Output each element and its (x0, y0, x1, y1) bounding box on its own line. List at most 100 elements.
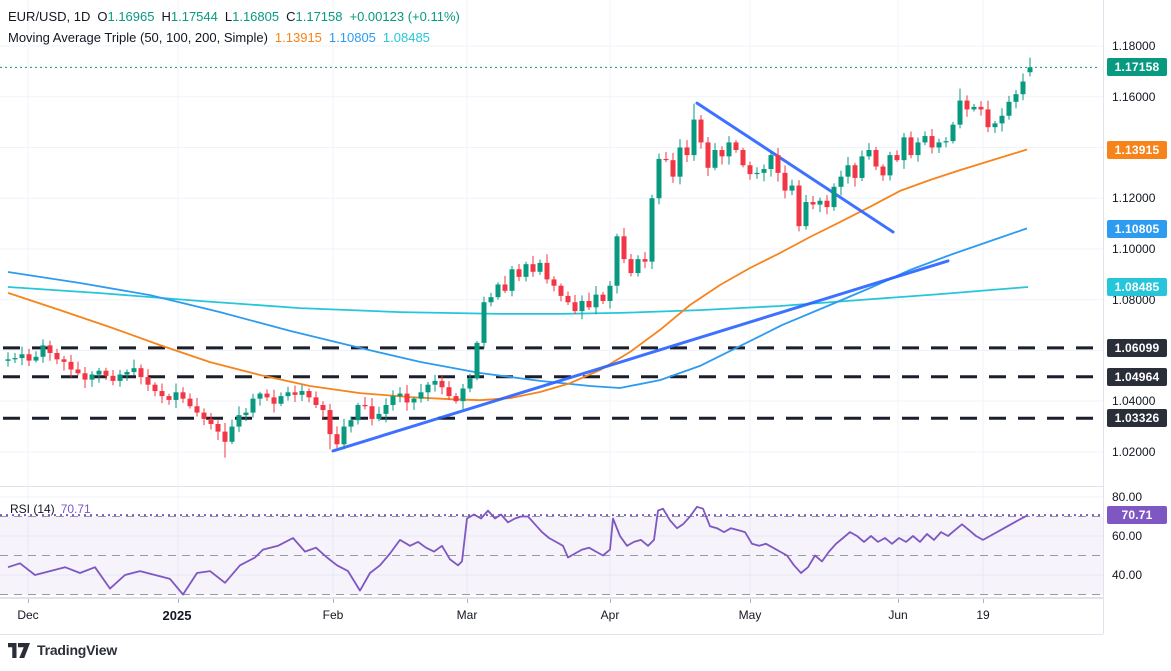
candle-body (901, 137, 907, 161)
candle-body (439, 380, 445, 388)
candle-body (691, 119, 697, 156)
candle-body (572, 302, 578, 312)
symbol-title: EUR/USD, 1D (8, 9, 91, 24)
rsi-value: 70.71 (60, 502, 91, 516)
candle-body (404, 393, 410, 403)
legend-symbol-row[interactable]: EUR/USD, 1D O1.16965 H1.17544 L1.16805 C… (8, 6, 460, 27)
candle-body (796, 185, 802, 227)
price-tick-label: 1.08000 (1112, 292, 1156, 307)
candle-body (278, 396, 284, 404)
candle-body (103, 370, 109, 376)
time-axis-tick (898, 599, 899, 603)
trendline[interactable] (331, 259, 950, 453)
candle-body (481, 302, 487, 343)
candle-body (54, 352, 60, 360)
ma100-value: 1.10805 (328, 30, 376, 45)
price-axis[interactable]: 1.18000 1.16000 1.12000 1.10000 1.08000 1.040… (1103, 0, 1171, 634)
candle-body (859, 156, 865, 178)
candle-body (628, 259, 634, 274)
candle-body (397, 393, 403, 397)
chart-plot-area[interactable]: EUR/USD, 1D O1.16965 H1.17544 L1.16805 C… (0, 0, 1103, 598)
candle-body (516, 269, 522, 277)
candle-body (285, 392, 291, 397)
candle-body (320, 404, 326, 411)
candle-body (33, 356, 39, 361)
candle-body (635, 259, 641, 274)
candle-body (866, 150, 872, 157)
candle-body (432, 380, 438, 385)
candle-body (138, 368, 144, 378)
candle-body (173, 392, 179, 400)
candle-body (600, 294, 606, 301)
candle-body (75, 369, 81, 374)
time-label-mar: Mar (456, 608, 478, 622)
candle-body (299, 391, 305, 395)
candle-body (684, 147, 690, 156)
candle-body (362, 404, 368, 407)
price-axis-badge: 1.13915 (1107, 140, 1167, 159)
time-label-apr: Apr (600, 608, 620, 622)
candle-body (348, 420, 354, 427)
candle-body (698, 119, 704, 143)
candle-body (40, 345, 46, 357)
price-axis-badge: 1.17158 (1107, 58, 1167, 77)
candle-body (1020, 81, 1026, 95)
candle-body (1013, 94, 1019, 102)
ma200-value: 1.08485 (382, 30, 430, 45)
candle-body (19, 354, 25, 359)
ma50-line (7, 148, 1028, 402)
time-label-jun: Jun (888, 608, 908, 622)
price-axis-badge: 1.10805 (1107, 219, 1167, 238)
tradingview-watermark[interactable]: TradingView (8, 642, 117, 658)
candle-body (418, 392, 424, 399)
time-axis-tick (610, 599, 611, 603)
candle-body (82, 373, 88, 380)
candle-body (509, 269, 515, 291)
price-tick-label: 1.12000 (1112, 191, 1156, 206)
candle-body (495, 284, 501, 298)
candle-body (649, 198, 655, 262)
candle-body (593, 294, 599, 308)
candle-body (390, 396, 396, 405)
time-axis-tick (750, 599, 751, 603)
candle-body (565, 295, 571, 303)
price-tick-label: 1.18000 (1112, 39, 1156, 53)
rsi-axis-badge: 70.71 (1107, 506, 1167, 525)
candle-body (530, 264, 536, 272)
candle-body (1006, 101, 1012, 116)
rsi-tick-label: 60.00 (1112, 529, 1143, 543)
candle-body (47, 345, 53, 353)
candle-body (621, 236, 627, 260)
candle-body (425, 384, 431, 393)
price-tick-label: 1.10000 (1112, 241, 1156, 256)
candle-body (250, 398, 256, 413)
candle-body (1027, 67, 1033, 73)
candle-body (922, 136, 928, 143)
price-axis-badge: 1.04964 (1107, 367, 1167, 386)
candle-body (915, 142, 921, 156)
trendline[interactable] (695, 101, 895, 234)
candle-body (243, 412, 249, 416)
candle-body (985, 109, 991, 128)
candle-body (411, 398, 417, 403)
candle-body (817, 200, 823, 205)
candle-body (936, 142, 942, 148)
candle-body (68, 361, 74, 370)
candle-body (61, 359, 67, 362)
candle-body (355, 404, 361, 421)
rsi-title: RSI (14) (10, 502, 55, 516)
candle-body (453, 396, 459, 402)
legend-ma-row[interactable]: Moving Average Triple (50, 100, 200, Sim… (8, 27, 460, 48)
candle-body (523, 264, 529, 277)
rsi-indicator-label[interactable]: RSI (14) 70.71 (10, 502, 91, 516)
chart-canvas[interactable] (0, 0, 1103, 598)
price-tick-label: 1.16000 (1112, 89, 1156, 104)
candle-body (642, 259, 648, 262)
candle-body (117, 374, 123, 381)
candle-body (894, 155, 900, 161)
candle-body (803, 202, 809, 227)
candle-body (999, 115, 1005, 124)
candle-body (271, 397, 277, 404)
time-axis[interactable]: Dec 2025 Feb Mar Apr May Jun 19 (0, 598, 1103, 635)
